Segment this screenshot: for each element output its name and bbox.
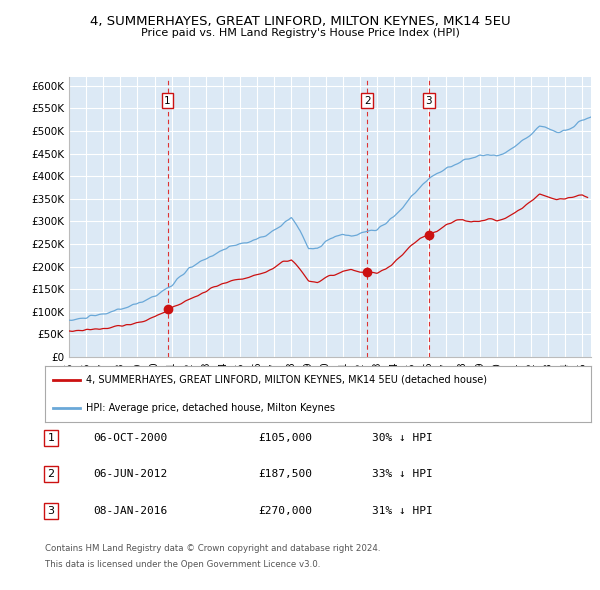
Text: 3: 3 — [47, 506, 55, 516]
Text: 08-JAN-2016: 08-JAN-2016 — [93, 506, 167, 516]
Text: 2: 2 — [364, 96, 371, 106]
Text: 4, SUMMERHAYES, GREAT LINFORD, MILTON KEYNES, MK14 5EU: 4, SUMMERHAYES, GREAT LINFORD, MILTON KE… — [89, 15, 511, 28]
Text: 1: 1 — [47, 433, 55, 442]
Text: 33% ↓ HPI: 33% ↓ HPI — [372, 470, 433, 479]
Text: £105,000: £105,000 — [258, 433, 312, 442]
Text: 31% ↓ HPI: 31% ↓ HPI — [372, 506, 433, 516]
Text: £187,500: £187,500 — [258, 470, 312, 479]
Text: £270,000: £270,000 — [258, 506, 312, 516]
Text: 4, SUMMERHAYES, GREAT LINFORD, MILTON KEYNES, MK14 5EU (detached house): 4, SUMMERHAYES, GREAT LINFORD, MILTON KE… — [86, 375, 487, 385]
Text: HPI: Average price, detached house, Milton Keynes: HPI: Average price, detached house, Milt… — [86, 403, 335, 413]
Text: 2: 2 — [47, 470, 55, 479]
Text: Contains HM Land Registry data © Crown copyright and database right 2024.: Contains HM Land Registry data © Crown c… — [45, 545, 380, 553]
Text: Price paid vs. HM Land Registry's House Price Index (HPI): Price paid vs. HM Land Registry's House … — [140, 28, 460, 38]
Text: 3: 3 — [425, 96, 432, 106]
Text: This data is licensed under the Open Government Licence v3.0.: This data is licensed under the Open Gov… — [45, 560, 320, 569]
Text: 06-OCT-2000: 06-OCT-2000 — [93, 433, 167, 442]
Text: 06-JUN-2012: 06-JUN-2012 — [93, 470, 167, 479]
Text: 30% ↓ HPI: 30% ↓ HPI — [372, 433, 433, 442]
Text: 1: 1 — [164, 96, 171, 106]
